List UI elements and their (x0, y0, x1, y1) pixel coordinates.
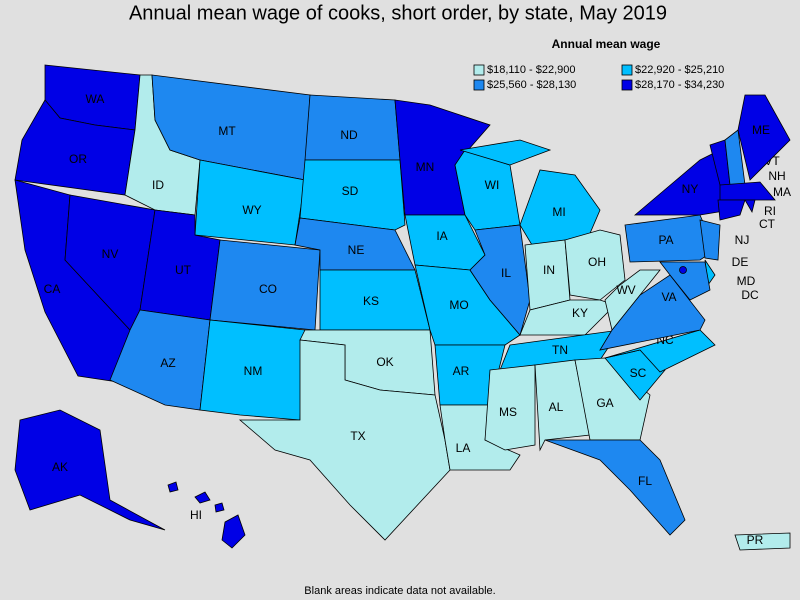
state-label: AK (52, 460, 68, 474)
state-shape (534, 359, 591, 452)
state-label: KY (572, 306, 588, 320)
state-label: AL (549, 400, 564, 414)
state-label: MD (737, 274, 756, 288)
state-label: MS (499, 405, 517, 419)
state-label: NH (768, 169, 785, 183)
legend-swatch (621, 64, 633, 76)
state-label: MI (552, 205, 565, 219)
state-shape (199, 319, 306, 421)
state-label: UT (175, 263, 192, 277)
state-label: HI (190, 508, 202, 522)
state-shape (734, 532, 791, 551)
state-shape (659, 261, 711, 301)
legend-label: $28,170 - $34,230 (635, 79, 724, 91)
state-label: NY (682, 182, 699, 196)
state-label: CT (759, 217, 776, 231)
state-label: LA (456, 441, 471, 455)
state-shape (469, 224, 531, 336)
state-label: NV (102, 247, 119, 261)
state-label: MN (416, 160, 435, 174)
state-label: ND (340, 128, 358, 142)
state-label: TN (552, 343, 568, 357)
state-shape (238, 339, 451, 541)
legend-title: Annual mean wage (552, 37, 661, 51)
state-label: WI (485, 178, 500, 192)
state-label: SC (630, 366, 647, 380)
state-label: NJ (735, 233, 750, 247)
state-label: WV (616, 283, 635, 297)
state-label: DE (732, 255, 749, 269)
state-shape (214, 502, 225, 513)
state-shape (167, 481, 179, 493)
state-shape (719, 181, 776, 201)
state-shape (14, 409, 166, 531)
state-label: OK (376, 355, 393, 369)
state-shape (544, 439, 686, 536)
state-label: TX (350, 429, 365, 443)
state-label: ME (752, 123, 770, 137)
state-label: OH (588, 255, 606, 269)
state-label: MA (773, 185, 791, 199)
state-label: OR (69, 152, 87, 166)
state-label: CA (44, 282, 61, 296)
state-shape (574, 357, 651, 441)
state-label: KS (363, 294, 379, 308)
state-shape (299, 159, 406, 231)
legend-label: $22,920 - $25,210 (635, 64, 724, 76)
state-shape (484, 364, 536, 451)
legend-swatch (473, 79, 485, 91)
state-label: GA (596, 396, 613, 410)
state-shape (604, 269, 661, 331)
state-shape (699, 219, 721, 261)
state-label: NM (244, 364, 263, 378)
state-shape (221, 514, 246, 549)
state-label: IA (436, 229, 447, 243)
state-label: WA (86, 92, 105, 106)
state-label: WY (242, 203, 261, 217)
state-shape (737, 94, 791, 181)
state-label: NE (348, 243, 365, 257)
state-label: IL (501, 266, 511, 280)
legend-label: $18,110 - $22,900 (487, 64, 575, 76)
state-label: PA (658, 233, 673, 247)
state-label: DC (741, 288, 759, 302)
state-shape (564, 229, 626, 301)
state-label: ID (152, 178, 164, 192)
map-title: Annual mean wage of cooks, short order, … (129, 2, 667, 24)
state-shape (717, 199, 746, 221)
legend-swatch (621, 79, 633, 91)
state-label: CO (259, 282, 277, 296)
state-shape (679, 266, 687, 274)
state-shape (604, 329, 716, 373)
state-shape (459, 139, 552, 166)
footnote: Blank areas indicate data not available. (304, 585, 495, 597)
state-label: RI (764, 204, 776, 218)
state-label: AZ (160, 356, 175, 370)
state-shape (744, 199, 756, 214)
state-label: MT (218, 124, 236, 138)
state-label: MO (449, 298, 468, 312)
state-label: AR (453, 364, 470, 378)
state-shape (194, 491, 211, 504)
state-label: VA (661, 290, 676, 304)
state-label: SD (342, 184, 359, 198)
state-label: FL (638, 474, 652, 488)
legend-swatch (473, 64, 485, 76)
state-label: IN (543, 263, 555, 277)
state-label: PR (747, 533, 764, 547)
legend-label: $25,560 - $28,130 (487, 79, 576, 91)
